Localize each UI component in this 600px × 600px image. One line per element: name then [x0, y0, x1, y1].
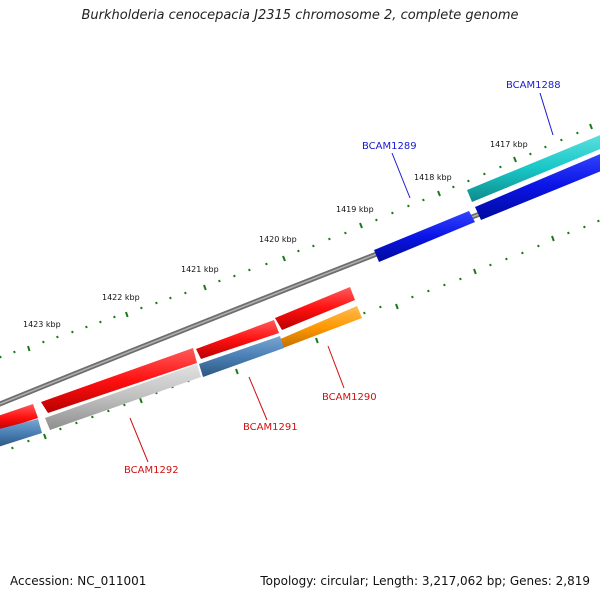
- gene-red-2[interactable]: [196, 320, 279, 359]
- kbp-label: 1422 kbp: [102, 293, 140, 302]
- gene-label-bcam1292: BCAM1292: [124, 465, 179, 476]
- gene-label-bcam1288: BCAM1288: [506, 80, 561, 91]
- genome-summary-text: Topology: circular; Length: 3,217,062 bp…: [260, 574, 590, 588]
- major-tick: [551, 235, 555, 242]
- gene-steelblue-left[interactable]: [0, 419, 42, 447]
- major-tick: [315, 337, 319, 344]
- kbp-label: 1423 kbp: [23, 320, 61, 329]
- major-tick: [437, 190, 441, 197]
- map-title: Burkholderia cenocepacia J2315 chromosom…: [81, 8, 519, 23]
- gene-bcam1288-cyan[interactable]: [467, 133, 600, 202]
- kbp-label: 1420 kbp: [259, 235, 297, 244]
- major-tick: [203, 284, 207, 291]
- gene-red-4[interactable]: [0, 404, 38, 431]
- major-tick: [359, 222, 363, 229]
- major-tick: [27, 345, 31, 352]
- kbp-label: 1418 kbp: [414, 173, 452, 182]
- label-leaders: [129, 92, 554, 463]
- major-tick: [473, 268, 477, 275]
- accession-text: Accession: NC_011001: [10, 574, 147, 588]
- kbp-label: 1419 kbp: [336, 205, 374, 214]
- gene-red-1[interactable]: [275, 287, 355, 330]
- major-tick: [513, 156, 517, 163]
- gene-label-bcam1291: BCAM1291: [243, 422, 298, 433]
- major-tick: [139, 397, 143, 404]
- major-tick: [43, 433, 47, 440]
- kbp-label: 1417 kbp: [490, 140, 528, 149]
- gene-bcam1290[interactable]: [278, 306, 362, 348]
- gene-bcam1291[interactable]: [199, 336, 284, 377]
- kbp-label: 1421 kbp: [181, 265, 219, 274]
- major-tick: [125, 311, 129, 318]
- major-tick: [235, 368, 239, 375]
- gene-label-bcam1289: BCAM1289: [362, 141, 417, 152]
- gene-bcam1288-blue[interactable]: [475, 152, 600, 220]
- gene-label-bcam1290: BCAM1290: [322, 392, 377, 403]
- outer-tick-ruler: [0, 123, 593, 359]
- major-tick: [395, 303, 399, 310]
- gene-bcam1292[interactable]: [45, 364, 201, 430]
- major-tick: [282, 255, 286, 262]
- gene-bcam1289[interactable]: [374, 211, 475, 262]
- gene-red-3[interactable]: [41, 348, 197, 413]
- major-tick: [589, 123, 593, 130]
